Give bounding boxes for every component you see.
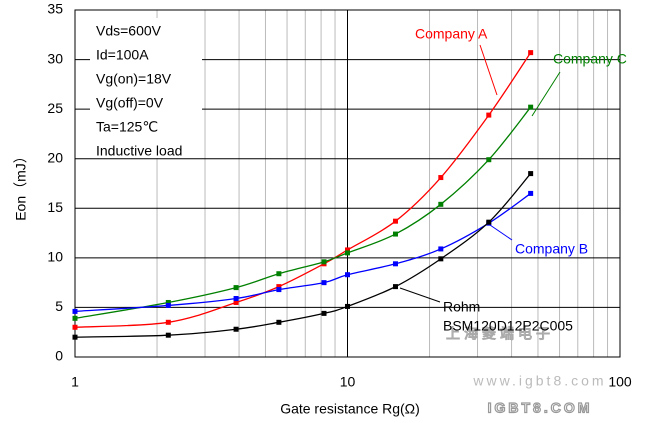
condition-text: Id=100A	[96, 47, 149, 63]
marker	[438, 175, 444, 181]
marker	[321, 280, 327, 286]
marker	[276, 284, 282, 290]
x-tick-label: 10	[340, 374, 356, 390]
watermark: www.igbt8.com	[472, 373, 606, 389]
marker	[486, 112, 492, 118]
y-tick-label: 25	[47, 100, 63, 116]
series-label: Rohm	[443, 299, 480, 315]
marker	[165, 302, 171, 308]
marker	[345, 272, 350, 278]
condition-text: Vg(on)=18V	[96, 71, 172, 87]
marker	[165, 319, 171, 325]
marker	[72, 308, 78, 314]
watermark: 上海菱端电子	[446, 326, 554, 342]
marker	[486, 157, 492, 163]
marker	[392, 284, 398, 290]
series-label: Company B	[515, 241, 588, 257]
marker	[438, 256, 444, 262]
marker	[392, 261, 398, 267]
y-tick-label: 30	[47, 50, 63, 66]
watermark: IGBT8.COM	[488, 400, 593, 416]
part-number: BSM120D12P2C005	[443, 318, 573, 334]
marker	[165, 299, 171, 305]
condition-text: Vg(off)=0V	[96, 95, 164, 111]
marker	[233, 326, 239, 332]
x-axis-label: Gate resistance Rg(Ω)	[280, 401, 420, 417]
condition-text: Vds=600V	[96, 23, 162, 39]
marker	[528, 171, 534, 177]
marker	[276, 287, 282, 293]
y-axis-label: Eon（mJ）	[13, 149, 29, 221]
marker	[165, 332, 171, 338]
plot-frame	[74, 9, 621, 358]
marker	[233, 296, 239, 302]
marker	[276, 271, 282, 277]
marker	[345, 303, 350, 309]
condition-text: Inductive load	[96, 143, 182, 159]
series-label: Company A	[415, 26, 488, 42]
marker	[72, 315, 78, 321]
marker	[345, 250, 350, 256]
marker	[345, 247, 350, 253]
marker	[486, 219, 492, 225]
marker	[528, 104, 534, 110]
y-tick-label: 5	[55, 298, 63, 314]
label-leader	[489, 224, 513, 241]
marker	[321, 310, 327, 316]
y-tick-label: 15	[47, 199, 63, 215]
marker	[72, 324, 78, 330]
marker	[392, 218, 398, 224]
marker	[438, 246, 444, 252]
y-tick-label: 10	[47, 249, 63, 265]
label-leader	[399, 287, 441, 303]
marker	[321, 259, 327, 265]
label-leader	[479, 44, 498, 96]
marker	[276, 319, 282, 325]
series-line	[74, 173, 532, 338]
marker	[528, 50, 534, 56]
series-line	[74, 192, 532, 313]
marker	[233, 299, 239, 305]
marker	[233, 285, 239, 291]
y-tick-label: 20	[47, 149, 63, 165]
marker	[72, 334, 78, 340]
series-label: Company C	[553, 51, 627, 67]
y-tick-label: 0	[55, 348, 63, 364]
marker	[438, 201, 444, 207]
x-tick-label: 100	[608, 374, 632, 390]
conditions-box	[90, 18, 202, 158]
marker	[392, 231, 398, 237]
y-tick-label: 35	[47, 1, 63, 17]
label-leader	[531, 71, 561, 117]
marker	[528, 190, 534, 196]
condition-text: Ta=125℃	[96, 119, 158, 135]
x-tick-label: 1	[71, 374, 79, 390]
series-line	[74, 106, 532, 319]
